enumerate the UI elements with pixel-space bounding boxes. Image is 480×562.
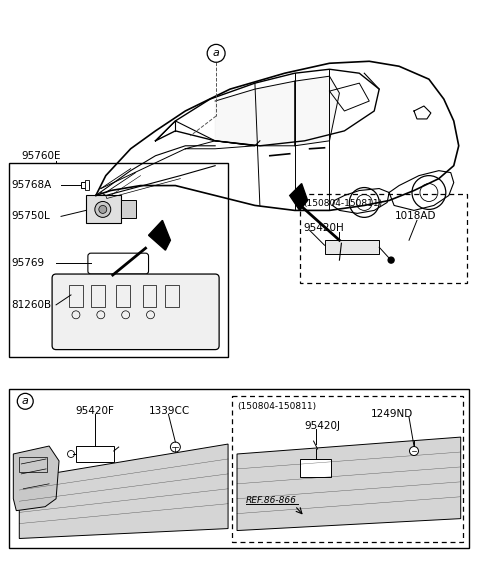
Text: 1249ND: 1249ND — [371, 409, 413, 419]
Polygon shape — [290, 184, 308, 210]
Bar — [300, 193, 467, 283]
Bar — [76, 446, 114, 462]
Bar — [116, 285, 130, 307]
Bar — [9, 389, 468, 549]
Text: a: a — [22, 396, 29, 406]
Bar — [85, 180, 89, 189]
Text: 1018AD: 1018AD — [395, 211, 437, 221]
Polygon shape — [13, 446, 59, 511]
Text: 95420J: 95420J — [305, 421, 341, 431]
Text: REF.86-866: REF.86-866 — [246, 496, 297, 505]
Text: 95769: 95769 — [12, 258, 45, 268]
Text: (150804-150811): (150804-150811) — [237, 402, 316, 411]
Bar — [19, 457, 47, 472]
Polygon shape — [148, 220, 170, 250]
Text: 1339CC: 1339CC — [148, 406, 190, 416]
Bar — [143, 285, 156, 307]
Bar — [86, 196, 120, 223]
Circle shape — [388, 257, 394, 263]
Bar — [81, 182, 89, 188]
Bar — [120, 201, 136, 219]
Text: 95768A: 95768A — [12, 180, 51, 189]
Text: 95760E: 95760E — [21, 151, 61, 161]
Circle shape — [170, 442, 180, 452]
Bar — [69, 285, 83, 307]
Bar — [91, 285, 105, 307]
Circle shape — [99, 206, 107, 214]
Text: (150804-150811): (150804-150811) — [304, 199, 383, 208]
Polygon shape — [295, 76, 339, 146]
Text: 81260B: 81260B — [12, 300, 51, 310]
Circle shape — [409, 447, 419, 455]
Circle shape — [95, 201, 111, 217]
Text: 95750L: 95750L — [12, 211, 50, 221]
Polygon shape — [19, 444, 228, 538]
Text: 95420F: 95420F — [75, 406, 114, 416]
Bar — [300, 459, 332, 477]
Bar — [166, 285, 180, 307]
Polygon shape — [237, 437, 461, 531]
Polygon shape — [215, 81, 295, 146]
Bar — [324, 240, 379, 254]
Text: 95420H: 95420H — [304, 223, 344, 233]
Bar — [9, 162, 228, 356]
Bar — [232, 396, 463, 542]
Text: a: a — [213, 48, 219, 58]
FancyBboxPatch shape — [52, 274, 219, 350]
